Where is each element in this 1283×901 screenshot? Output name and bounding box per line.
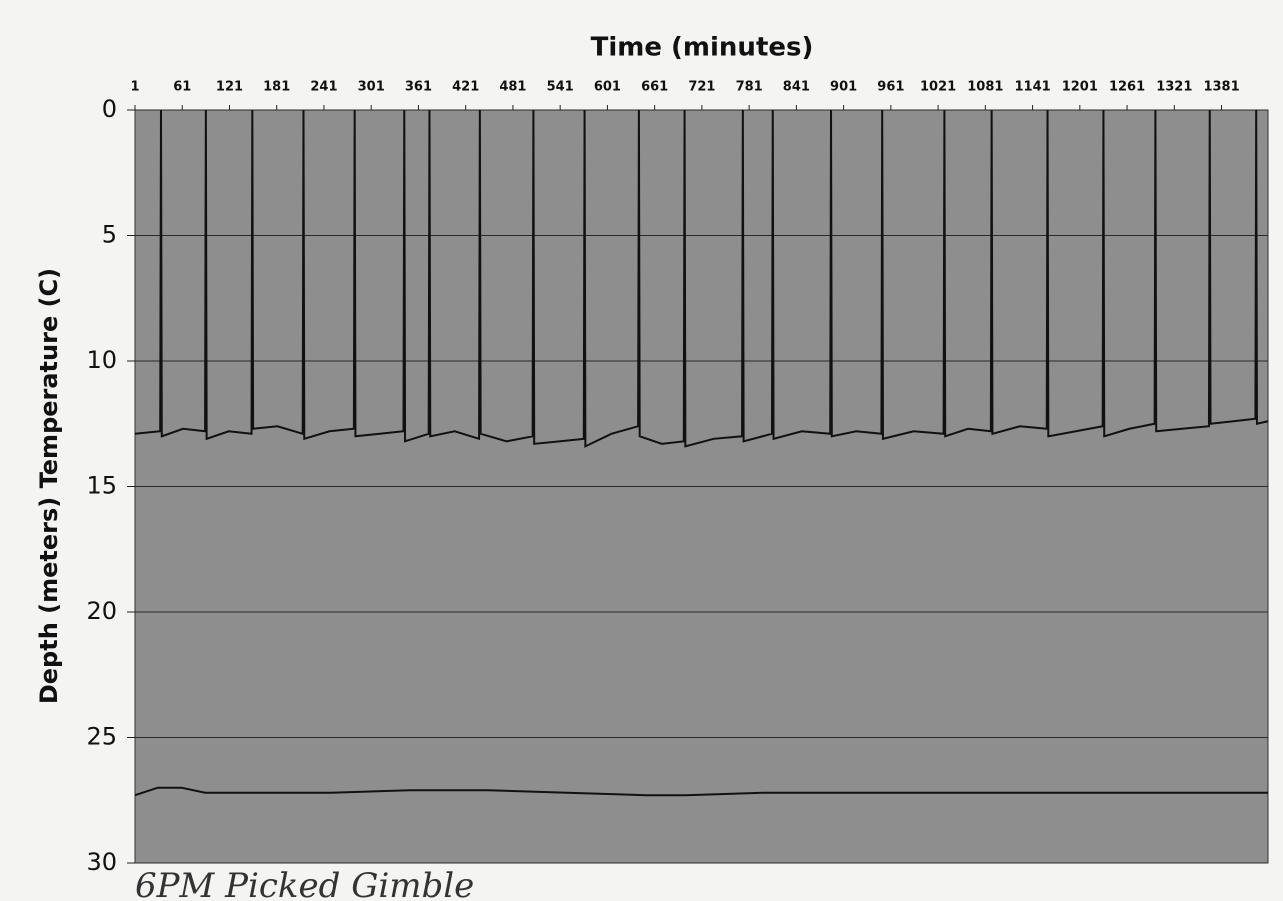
x-tick-label: 721: [688, 80, 715, 95]
x-tick-label: 841: [783, 80, 810, 95]
series-line: [134, 786, 1268, 797]
y-tick-label: 20: [86, 597, 117, 625]
x-tick-label: 961: [877, 80, 904, 95]
x-tick-label: 1381: [1203, 80, 1239, 95]
x-tick-label: 601: [594, 80, 621, 95]
y-tick-label: 0: [102, 95, 117, 123]
y-tick-label: 30: [86, 848, 117, 876]
x-tick-label: 901: [830, 80, 857, 95]
x-tick-label: 1: [130, 80, 139, 95]
y-tick-label: 25: [86, 723, 117, 751]
x-tick-label: 1081: [967, 80, 1003, 95]
y-tick-label: 10: [86, 346, 117, 374]
x-tick-label: 1021: [920, 80, 956, 95]
x-tick-label: 421: [452, 80, 479, 95]
x-tick-label: 241: [310, 80, 337, 95]
x-tick-label: 481: [499, 80, 526, 95]
x-tick-label: 1201: [1062, 80, 1098, 95]
y-tick-label: 5: [102, 221, 117, 249]
x-tick-label: 181: [263, 80, 290, 95]
x-tick-label: 541: [547, 80, 574, 95]
x-tick-label: 121: [216, 80, 243, 95]
x-tick-label: 781: [736, 80, 763, 95]
x-tick-label: 301: [358, 80, 385, 95]
y-tick-label: 15: [86, 472, 117, 500]
x-tick-label: 361: [405, 80, 432, 95]
x-tick-label: 1321: [1156, 80, 1192, 95]
x-tick-label: 1141: [1014, 80, 1050, 95]
x-tick-label: 661: [641, 80, 668, 95]
chart-title: Time (minutes): [591, 33, 814, 63]
annotation: 6PM Picked Gimble: [135, 866, 474, 901]
x-tick-label: 1261: [1109, 80, 1145, 95]
y-axis-label: Depth (meters) Temperature (C): [35, 268, 63, 704]
series-line: [134, 109, 1269, 448]
x-tick-label: 61: [173, 80, 191, 95]
